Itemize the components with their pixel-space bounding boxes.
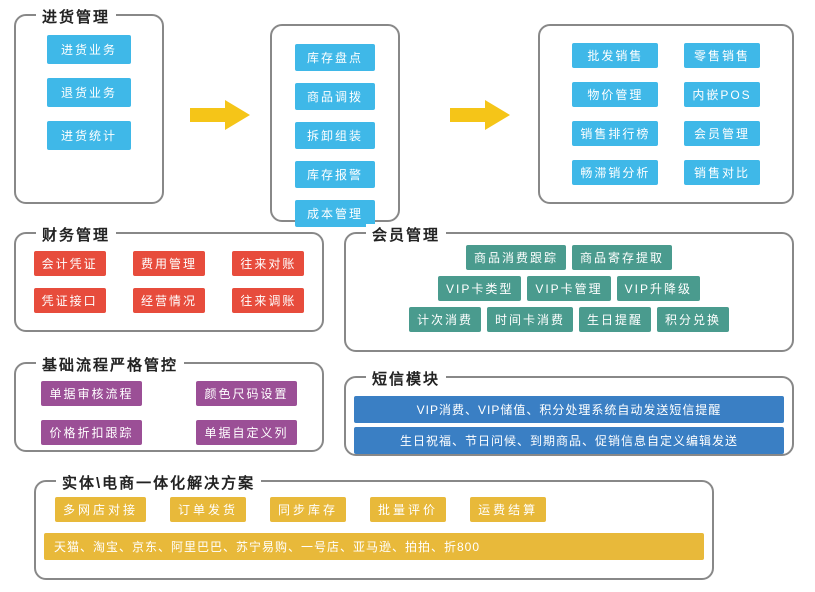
inventory-item-0: 库存盘点 [295, 44, 375, 71]
purchase-item-1: 退货业务 [47, 78, 131, 107]
ecom-item-4: 运费结算 [470, 497, 546, 522]
member-title: 会员管理 [366, 224, 446, 245]
arrow-0 [190, 100, 250, 135]
member-2-1: 时间卡消费 [487, 307, 573, 332]
sms-title: 短信模块 [366, 368, 446, 389]
ecom-item-3: 批量评价 [370, 497, 446, 522]
process-item-0: 单据审核流程 [41, 381, 141, 406]
sales-left-3: 畅滞销分析 [572, 160, 658, 185]
sales-right-2: 会员管理 [684, 121, 759, 146]
process-item-1: 颜色尺码设置 [196, 381, 296, 406]
member-0-0: 商品消费跟踪 [466, 245, 566, 270]
ecom-item-0: 多网店对接 [55, 497, 146, 522]
member-1-2: VIP升降级 [617, 276, 700, 301]
sms-line-1: 生日祝福、节日问候、到期商品、促销信息自定义编辑发送 [354, 427, 784, 454]
finance-item-0: 会计凭证 [34, 251, 106, 276]
member-1-0: VIP卡类型 [438, 276, 521, 301]
finance-item-5: 往来调账 [232, 288, 304, 313]
member-2-2: 生日提醒 [579, 307, 651, 332]
member-1-1: VIP卡管理 [527, 276, 610, 301]
process-item-3: 单据自定义列 [196, 420, 296, 445]
sms-panel: 短信模块 VIP消费、VIP储值、积分处理系统自动发送短信提醒生日祝福、节日问候… [344, 376, 794, 456]
process-title: 基础流程严格管控 [36, 354, 184, 375]
purchase-item-0: 进货业务 [47, 35, 131, 64]
ecom-platforms: 天猫、淘宝、京东、阿里巴巴、苏宁易购、一号店、亚马逊、拍拍、折800 [44, 533, 704, 560]
sales-right-0: 零售销售 [684, 43, 759, 68]
purchase-item-2: 进货统计 [47, 121, 131, 150]
inventory-panel: 库存盘点商品调拨拆卸组装库存报警成本管理 [270, 24, 400, 222]
sales-panel: 批发销售物价管理销售排行榜畅滞销分析 零售销售内嵌POS 会员管理销售对比 [538, 24, 794, 204]
inventory-item-3: 库存报警 [295, 161, 375, 188]
arrow-1 [450, 100, 510, 135]
finance-panel: 财务管理 会计凭证费用管理往来对账凭证接口经营情况往来调账 [14, 232, 324, 332]
ecommerce-panel: 实体\电商一体化解决方案 多网店对接订单发货同步库存批量评价运费结算 天猫、淘宝… [34, 480, 714, 580]
finance-item-4: 经营情况 [133, 288, 205, 313]
process-panel: 基础流程严格管控 单据审核流程颜色尺码设置价格折扣跟踪单据自定义列 [14, 362, 324, 452]
finance-item-2: 往来对账 [232, 251, 304, 276]
finance-title: 财务管理 [36, 224, 116, 245]
ecom-item-2: 同步库存 [270, 497, 346, 522]
inventory-item-1: 商品调拨 [295, 83, 375, 110]
member-2-0: 计次消费 [409, 307, 481, 332]
purchase-panel: 进货管理 进货业务退货业务进货统计 [14, 14, 164, 204]
finance-item-3: 凭证接口 [34, 288, 106, 313]
sales-right-1: 内嵌POS [684, 82, 759, 107]
sms-line-0: VIP消费、VIP储值、积分处理系统自动发送短信提醒 [354, 396, 784, 423]
sales-left-2: 销售排行榜 [572, 121, 658, 146]
member-panel: 会员管理 商品消费跟踪商品寄存提取VIP卡类型VIP卡管理VIP升降级计次消费时… [344, 232, 794, 352]
purchase-title: 进货管理 [36, 6, 116, 27]
ecom-item-1: 订单发货 [170, 497, 246, 522]
member-0-1: 商品寄存提取 [572, 245, 672, 270]
sales-right-3: 销售对比 [684, 160, 759, 185]
finance-item-1: 费用管理 [133, 251, 205, 276]
ecommerce-title: 实体\电商一体化解决方案 [56, 472, 261, 493]
inventory-item-4: 成本管理 [295, 200, 375, 227]
sales-left-1: 物价管理 [572, 82, 658, 107]
process-item-2: 价格折扣跟踪 [41, 420, 141, 445]
member-2-3: 积分兑换 [657, 307, 729, 332]
sales-left-0: 批发销售 [572, 43, 658, 68]
inventory-item-2: 拆卸组装 [295, 122, 375, 149]
